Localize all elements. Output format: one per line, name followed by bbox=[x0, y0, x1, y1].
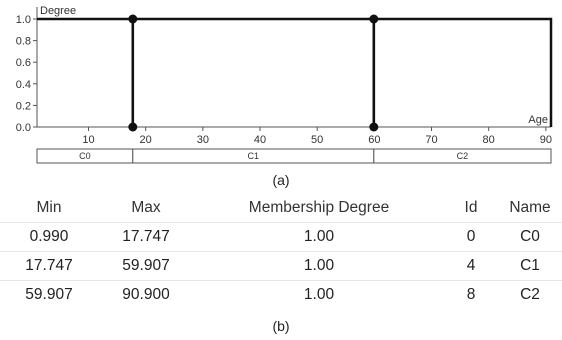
cell-min: 17.747 bbox=[25, 256, 73, 274]
caption-a: (a) bbox=[272, 172, 290, 188]
y-tick-label: 0.2 bbox=[16, 100, 31, 112]
cell-membership-degree: 1.00 bbox=[303, 256, 335, 274]
breakpoint-marker bbox=[128, 14, 138, 24]
membership-chart: 0.0 0.2 0.4 0.6 0.8 1.0 10 20 30 40 50 60 70 80 90 Degr… bbox=[16, 5, 553, 164]
breakpoint-marker bbox=[369, 122, 379, 132]
cell-max: 17.747 bbox=[122, 227, 170, 245]
x-tick-label: 10 bbox=[82, 134, 94, 146]
bin-bar: C0 C1 C2 bbox=[36, 148, 552, 164]
x-tick-label: 30 bbox=[197, 134, 209, 146]
x-tick-label: 90 bbox=[540, 134, 552, 146]
cell-max: 59.907 bbox=[122, 256, 170, 274]
x-tick-label: 20 bbox=[140, 134, 152, 146]
column-header-name: Name bbox=[509, 198, 551, 216]
column-header-id: Id bbox=[464, 198, 478, 216]
column-header-membership-degree: Membership Degree bbox=[248, 198, 390, 216]
table-row: 17.747 59.907 1.00 4 C1 bbox=[0, 251, 562, 280]
y-tick-label: 0.6 bbox=[16, 57, 31, 69]
table-header-row: Min Max Membership Degree Id Name bbox=[0, 194, 562, 222]
x-tick-label: 40 bbox=[254, 134, 266, 146]
membership-table: Min Max Membership Degree Id Name 0.990 … bbox=[0, 194, 562, 309]
bin-label: C0 bbox=[79, 151, 91, 161]
table-row: 0.990 17.747 1.00 0 C0 bbox=[0, 222, 562, 251]
y-tick-label: 0.0 bbox=[16, 122, 31, 134]
x-tick-label: 80 bbox=[483, 134, 495, 146]
x-tick-label: 70 bbox=[425, 134, 437, 146]
column-header-min: Min bbox=[36, 198, 62, 216]
breakpoint-marker bbox=[369, 14, 379, 24]
cell-min: 0.990 bbox=[29, 227, 69, 245]
caption-b: (b) bbox=[272, 318, 290, 334]
cell-membership-degree: 1.00 bbox=[303, 227, 335, 245]
table-row: 59.907 90.900 1.00 8 C2 bbox=[0, 280, 562, 309]
bin-label: C1 bbox=[248, 151, 260, 161]
cell-id: 0 bbox=[466, 227, 476, 245]
cell-name: C0 bbox=[520, 227, 540, 245]
cell-name: C2 bbox=[520, 285, 540, 303]
y-tick-label: 1.0 bbox=[16, 14, 31, 26]
bin-label: C2 bbox=[457, 151, 469, 161]
series-line bbox=[372, 17, 553, 127]
bin-box bbox=[373, 148, 552, 164]
cell-membership-degree: 1.00 bbox=[303, 285, 335, 303]
cell-min: 59.907 bbox=[25, 285, 73, 303]
cell-id: 8 bbox=[466, 285, 476, 303]
y-tick-label: 0.8 bbox=[16, 36, 31, 48]
y-tick-label: 0.4 bbox=[16, 79, 31, 91]
breakpoint-markers bbox=[128, 14, 379, 132]
cell-max: 90.900 bbox=[122, 285, 170, 303]
series-line bbox=[131, 17, 376, 127]
series-line bbox=[37, 17, 135, 127]
breakpoint-marker bbox=[128, 122, 138, 132]
column-header-max: Max bbox=[131, 198, 161, 216]
cell-id: 4 bbox=[466, 256, 476, 274]
y-axis-label: Degree bbox=[40, 5, 76, 17]
x-tick-label: 50 bbox=[311, 134, 323, 146]
cell-name: C1 bbox=[520, 256, 540, 274]
chart-axes: 0.0 0.2 0.4 0.6 0.8 1.0 10 20 30 40 50 60 70 80 90 Degr… bbox=[16, 5, 552, 146]
membership-lines bbox=[37, 17, 553, 127]
x-axis-label: Age bbox=[528, 114, 548, 126]
x-tick-label: 60 bbox=[368, 134, 380, 146]
